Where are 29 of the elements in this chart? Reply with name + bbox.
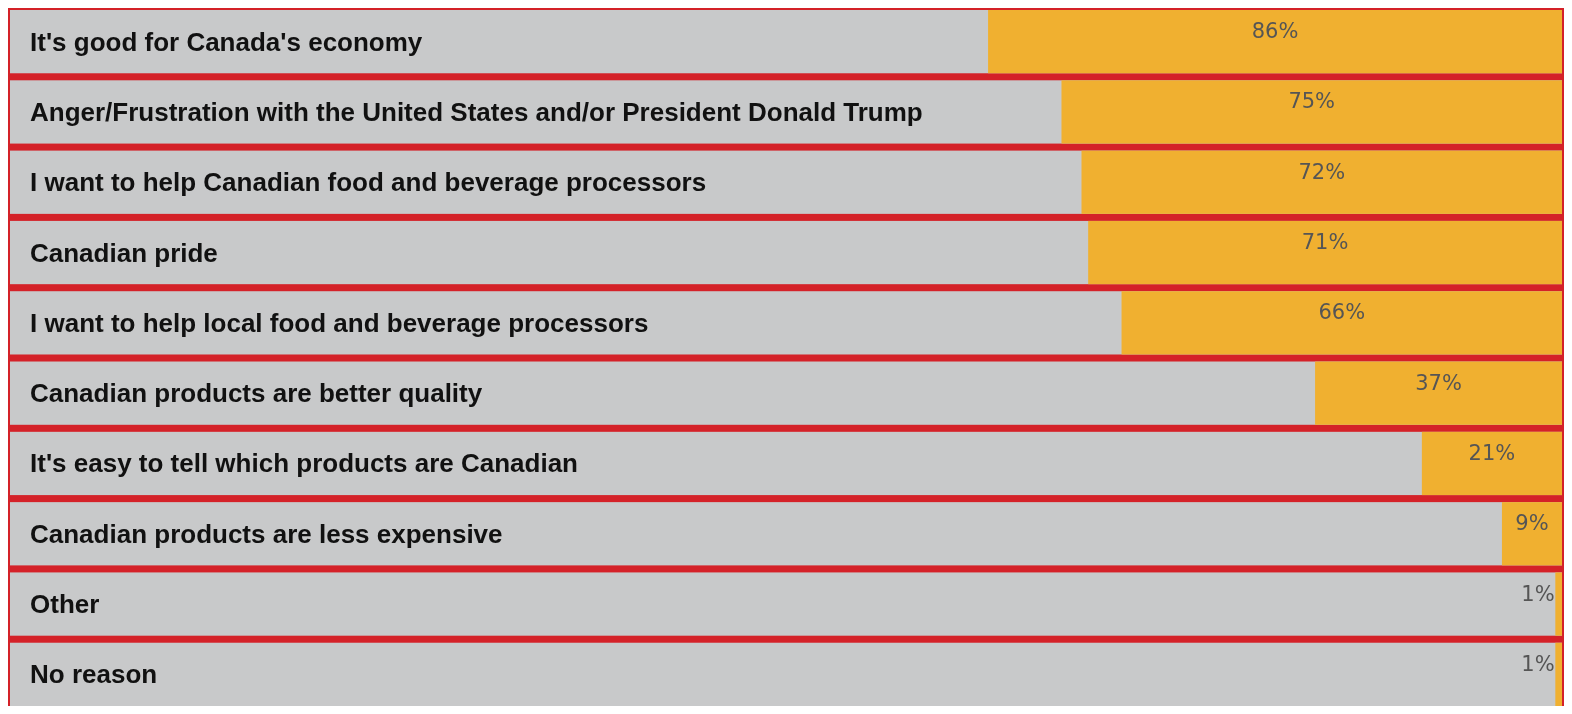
bar [1088, 220, 1562, 285]
bar [1555, 572, 1562, 636]
bar [1421, 431, 1562, 496]
y-tick-label: I want to help Canadian food and beverage processors [30, 167, 707, 198]
y-tick-label: No reason [30, 659, 158, 690]
y-tick-label: Anger/Frustration with the United States and/or President Donald Trump [30, 96, 923, 127]
data-label: 21% [1468, 440, 1516, 465]
data-label: 86% [1251, 19, 1299, 44]
bar [1555, 642, 1562, 706]
data-label: 75% [1288, 89, 1336, 114]
bar [1501, 502, 1562, 566]
bar [1121, 291, 1562, 355]
y-tick-label: It's good for Canada's economy [30, 26, 423, 57]
data-label: 71% [1301, 230, 1349, 255]
data-label: 37% [1415, 370, 1462, 395]
data-label: 9% [1515, 511, 1549, 536]
y-tick-label: Other [30, 589, 100, 620]
y-tick-label: Canadian products are better quality [30, 378, 483, 409]
data-label: 1% [1521, 581, 1555, 606]
data-label: 66% [1318, 300, 1366, 325]
bar [1061, 80, 1562, 144]
data-label: 72% [1298, 159, 1346, 184]
y-tick-label: I want to help local food and beverage processors [30, 307, 649, 338]
bar [1081, 150, 1562, 214]
data-label: 1% [1521, 651, 1555, 676]
y-tick-label: It's easy to tell which products are Canadian [30, 448, 578, 479]
bar [1315, 361, 1562, 425]
y-tick-label: Canadian products are less expensive [30, 518, 503, 549]
y-tick-label: Canadian pride [30, 237, 218, 268]
